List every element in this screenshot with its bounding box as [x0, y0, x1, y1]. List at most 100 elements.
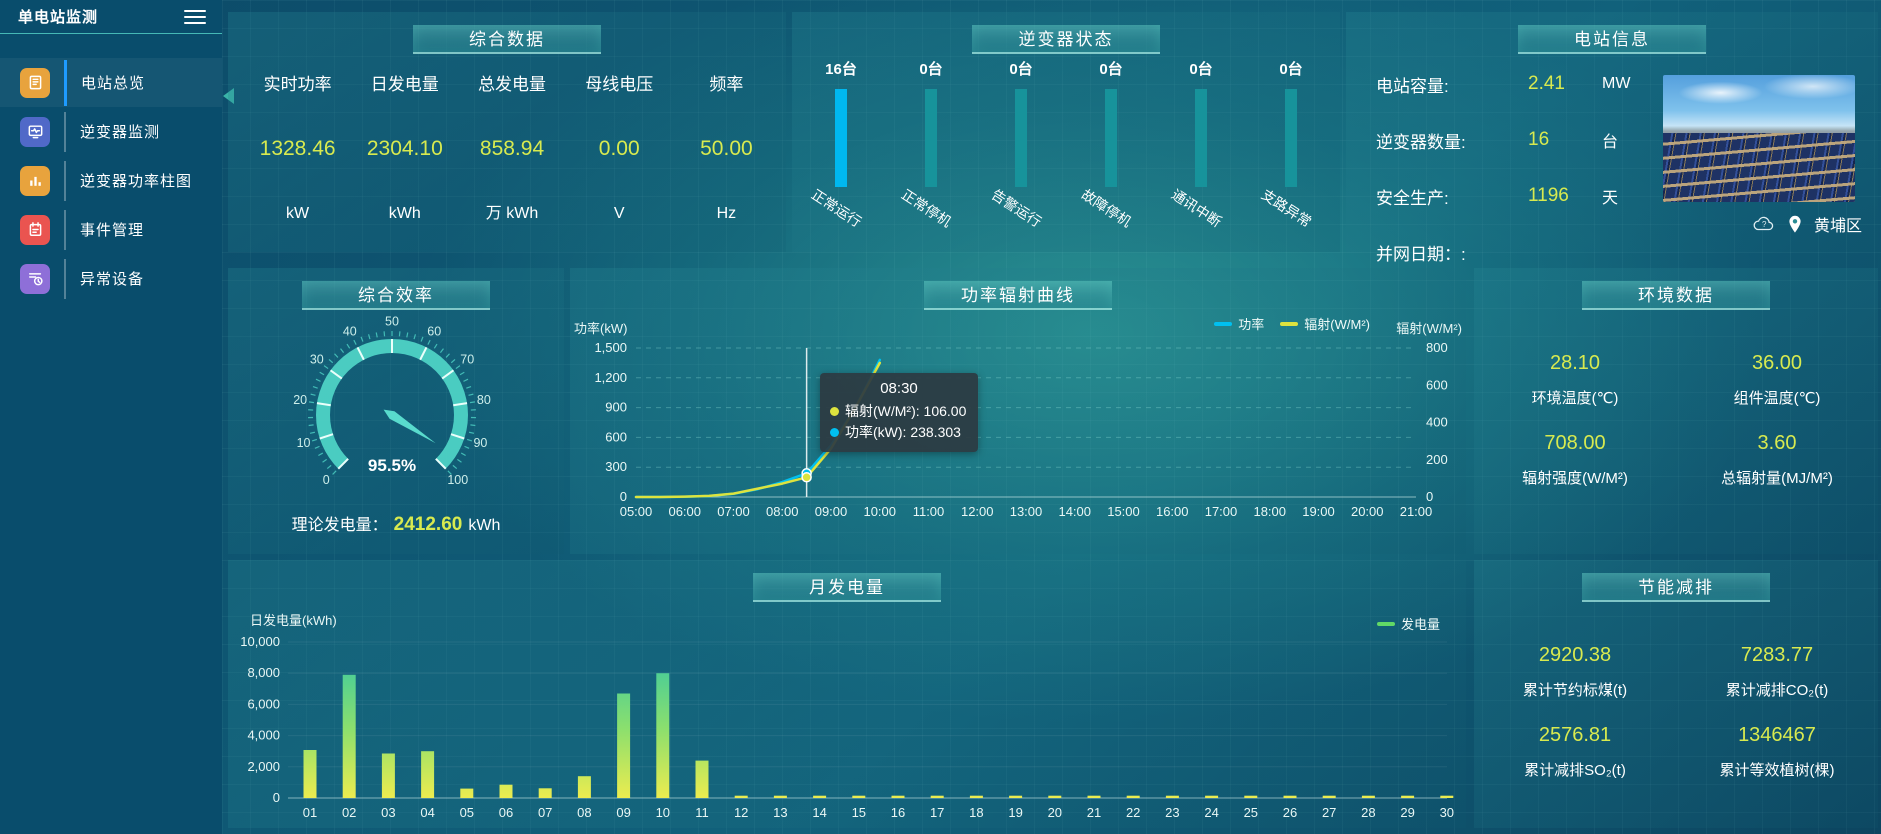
svg-text:10: 10	[297, 436, 311, 450]
overview-icon	[20, 67, 50, 98]
metric-label: 累计节约标煤(t)	[1522, 682, 1628, 699]
svg-text:?: ?	[1762, 220, 1767, 229]
svg-text:30: 30	[1440, 805, 1454, 820]
svg-text:23: 23	[1165, 805, 1179, 820]
svg-text:21: 21	[1087, 805, 1101, 820]
svg-text:600: 600	[1426, 377, 1448, 392]
metric-cell: 708.00 辐射强度(W/M²)	[1474, 422, 1676, 502]
station-location: 黄埔区	[1813, 218, 1862, 235]
svg-text:1,200: 1,200	[594, 370, 627, 385]
power-radiation-chart[interactable]: 0 300 600 900 1,200 1,500 0 200 400 600 800 05:00 06…	[570, 268, 1466, 554]
menu-separator	[64, 59, 67, 106]
summary-metrics: 实时功率 1328.46 kW 日发电量 2304.10 kWh 总发电量 858.94 万 k…	[228, 12, 786, 225]
summary-metric: 频率 50.00 Hz	[673, 12, 780, 225]
summary-metric: 日发电量 2304.10 kWh	[351, 12, 458, 225]
cloud-question-icon[interactable]: ?	[1752, 215, 1776, 233]
metric-label: 总辐射量(MJ/M²)	[1721, 470, 1833, 487]
legend-label: 功率	[1238, 317, 1265, 332]
metric-value: 28.10	[1549, 352, 1601, 374]
inverter-count: 0台	[1009, 61, 1033, 78]
svg-text:20: 20	[1048, 805, 1062, 820]
environment-metrics: 28.10 环境温度(℃) 36.00 组件温度(℃) 708.00 辐射强度(W/M²)…	[1474, 342, 1878, 502]
inverter-status-label: 正常运行	[808, 186, 865, 230]
panel-title: 环境数据	[1582, 281, 1770, 310]
svg-text:10,000: 10,000	[240, 634, 280, 649]
station-info-row: 并网日期：:	[1346, 224, 1878, 280]
sidebar-item-4[interactable]: 事件管理	[0, 205, 222, 254]
sidebar-menu: 电站总览逆变器监测 逆变器功率柱图 事件管理 异常设备	[0, 58, 222, 303]
svg-text:900: 900	[605, 400, 627, 415]
saving-metrics: 2920.38 累计节约标煤(t) 7283.77 累计减排CO₂(t) 2576.81…	[1474, 634, 1878, 794]
svg-text:20: 20	[293, 393, 307, 407]
svg-text:200: 200	[1426, 452, 1448, 467]
curve-right-axis-label: 辐射(W/M²)	[1396, 321, 1462, 336]
inverter-count: 0台	[919, 61, 943, 78]
panel-efficiency: 综合效率 0 10 20 30 40 50 60 70 80 90 100 95.5% 理论发电量： 2…	[228, 268, 564, 554]
panel-title: 逆变器状态	[972, 25, 1160, 54]
hamburger-menu-icon[interactable]	[184, 7, 206, 27]
metric-label: 辐射强度(W/M²)	[1522, 470, 1628, 487]
station-row-unit: 台	[1602, 134, 1619, 151]
legend-item[interactable]: 功率	[1214, 314, 1264, 333]
panel-title: 节能减排	[1582, 573, 1770, 602]
metric-cell: 2576.81 累计减排SO₂(t)	[1474, 714, 1676, 794]
svg-text:13:00: 13:00	[1010, 504, 1043, 519]
monthly-generation-chart[interactable]: 0 2,000 4,000 6,000 8,000 10,000 01 02 03 04 05 06 0…	[228, 560, 1466, 828]
inverter-count: 0台	[1279, 61, 1303, 78]
station-info-row: 逆变器数量: 16 台	[1346, 112, 1878, 168]
station-footer: ? 黄埔区	[1752, 212, 1862, 236]
svg-text:12:00: 12:00	[961, 504, 994, 519]
legend-item[interactable]: 发电量	[1376, 614, 1440, 633]
monthly-legend: 发电量	[1376, 614, 1440, 633]
panel-inverter-status: 逆变器状态 16台 正常运行 0台 正常停机 0台 告警运行 0台 故障停机 0台 通讯中断 0台支…	[792, 12, 1340, 252]
svg-text:10:00: 10:00	[863, 504, 896, 519]
svg-text:50: 50	[385, 314, 399, 328]
sidebar-item-3[interactable]: 逆变器功率柱图	[0, 156, 222, 205]
svg-text:19: 19	[1008, 805, 1022, 820]
menu-separator	[64, 111, 66, 152]
metric-label: 实时功率	[263, 75, 332, 94]
svg-text:15:00: 15:00	[1107, 504, 1140, 519]
metric-value: 0.00	[598, 137, 640, 160]
panel-environment-data: 环境数据 28.10 环境温度(℃) 36.00 组件温度(℃) 708.00 辐射强度(…	[1474, 268, 1878, 554]
sidebar-item-1[interactable]: 电站总览	[0, 58, 222, 107]
menu-separator	[64, 160, 66, 201]
svg-text:04: 04	[420, 805, 434, 820]
panel-power-radiation-curve: 功率辐射曲线 功率(kW) 辐射(W/M²) 功率 辐射(W/M²) 0 300 60…	[570, 268, 1466, 554]
metric-value: 2920.38	[1538, 644, 1612, 666]
metric-unit: 万 kWh	[485, 205, 539, 222]
sidebar-item-2[interactable]: 逆变器监测	[0, 107, 222, 156]
metric-label: 组件温度(℃)	[1733, 390, 1821, 407]
sidebar-item-5[interactable]: 异常设备	[0, 254, 222, 303]
station-row-label: 安全生产:	[1376, 188, 1449, 208]
station-row-label: 电站容量:	[1376, 76, 1449, 96]
inverter-status-columns: 16台 正常运行 0台 正常停机 0台 告警运行 0台 故障停机 0台 通讯中断 0台 支路异常	[792, 12, 1340, 230]
legend-item[interactable]: 辐射(W/M²)	[1280, 314, 1370, 333]
location-pin-icon[interactable]	[1788, 215, 1802, 234]
chart-tooltip: 08:30 辐射(W/M²): 106.00 功率(kW): 238.303	[820, 373, 978, 452]
svg-text:28: 28	[1361, 805, 1375, 820]
svg-text:26: 26	[1283, 805, 1297, 820]
sidebar-item-label: 电站总览	[81, 75, 146, 92]
panel-monthly-generation: 月发电量 日发电量(kWh) 发电量 0 2,000 4,000 6,000 8,000…	[228, 560, 1466, 828]
svg-text:0: 0	[323, 473, 330, 487]
metric-label: 累计减排CO₂(t)	[1725, 682, 1829, 699]
panel-title: 综合效率	[302, 281, 490, 310]
svg-text:02: 02	[342, 805, 356, 820]
svg-text:90: 90	[473, 436, 487, 450]
menu-separator	[64, 209, 66, 250]
svg-text:18: 18	[969, 805, 983, 820]
tooltip-row: 功率(kW): 238.303	[830, 422, 968, 443]
station-info-rows: 电站容量: 2.41 MW 逆变器数量: 16 台安全生产: 1196 天并网日期：:	[1346, 12, 1878, 280]
svg-text:6,000: 6,000	[247, 696, 280, 711]
svg-text:300: 300	[605, 459, 627, 474]
station-row-label: 逆变器数量:	[1376, 132, 1466, 152]
svg-text:05:00: 05:00	[620, 504, 653, 519]
menu-separator	[64, 258, 66, 299]
inverter-status-bar	[1105, 89, 1117, 187]
collapse-panel-arrow-icon[interactable]	[223, 88, 234, 104]
svg-text:24: 24	[1204, 805, 1218, 820]
panel-summary-data: 综合数据 实时功率 1328.46 kW 日发电量 2304.10 kWh 总发电量 858.…	[228, 12, 786, 252]
summary-metric: 总发电量 858.94 万 kWh	[458, 12, 565, 225]
metric-label: 母线电压	[585, 75, 654, 94]
